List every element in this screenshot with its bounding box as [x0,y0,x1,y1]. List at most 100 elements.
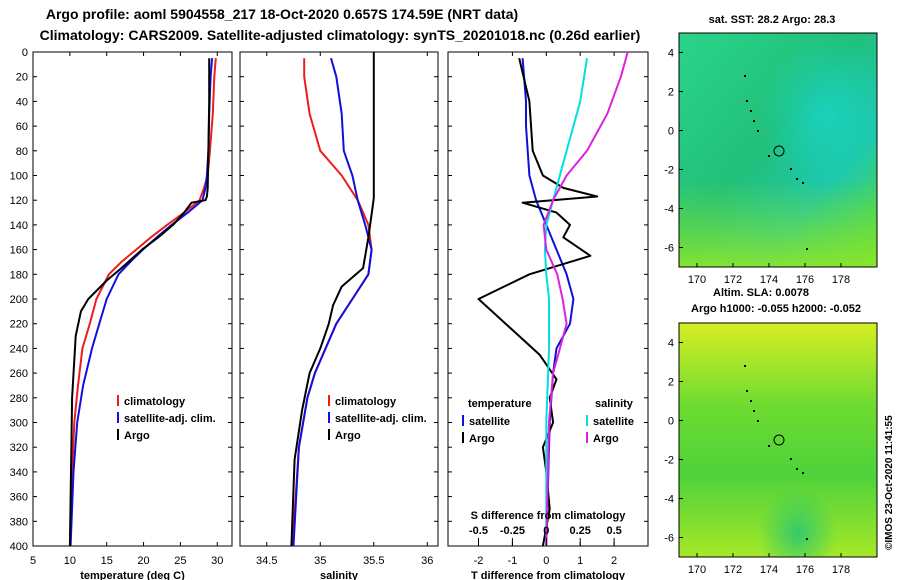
figure-title-line2: Climatology: CARS2009. Satellite-adjuste… [40,27,641,43]
sst-map-islands [744,75,808,250]
series-line-argo [68,58,211,547]
x-tick-label: 20 [137,555,149,567]
map-y-tick-label: 4 [668,48,674,60]
map-y-tick-label: 4 [668,338,674,350]
series-line-satellite-adj-clim- [69,58,214,547]
island-dot [806,248,808,250]
y-tick-label: 100 [10,171,28,183]
series-line-satellite-adj-clim- [292,57,373,547]
y-tick-label: 60 [16,121,28,133]
y-tick-label: 120 [10,195,28,207]
map-y-tick-label: 2 [668,377,674,389]
x-tick-label: -2 [474,555,484,567]
map-y-tick-label: -6 [664,533,674,545]
map-x-tick-label: 178 [832,564,850,576]
y-tick-label: 20 [16,72,28,84]
y-tick-label: 300 [10,418,28,430]
map-x-tick-label: 176 [796,274,814,286]
island-dot [768,445,770,447]
y-tick-label: 80 [16,146,28,158]
island-dot [796,468,798,470]
island-dot [744,365,746,367]
y-tick-label: 400 [10,541,28,553]
x-tick-label: 34.5 [256,555,277,567]
map-y-tick-label: -4 [664,204,674,216]
island-dot [746,390,748,392]
sla-map-islands [744,365,808,540]
series-line-s-satellite [543,58,588,546]
sla-map-subtitle: Argo h1000: -0.055 h2000: -0.052 [691,303,861,315]
y-tick-label: 0 [22,47,28,59]
legend-label: satellite [469,416,510,428]
map-x-tick-label: 174 [760,564,778,576]
legend-label: climatology [124,396,186,408]
island-dot [753,120,755,122]
s-axis-label: S difference from climatology [471,510,627,522]
x-tick-label: 0 [543,555,549,567]
island-dot [750,110,752,112]
x-tick-label: 35.5 [363,555,384,567]
y-tick-label: 40 [16,96,28,108]
sst-argo-marker [773,145,785,157]
map-x-tick-label: 172 [724,564,742,576]
x-tick-label: 36 [421,555,433,567]
map-x-tick-label: 170 [688,274,706,286]
map-x-tick-label: 172 [724,274,742,286]
map-y-tick-label: -4 [664,494,674,506]
x-tick-label: 5 [30,555,36,567]
sst-map-title: sat. SST: 28.2 Argo: 28.3 [709,14,836,26]
x-tick-label: -1 [508,555,518,567]
y-tick-label: 240 [10,343,28,355]
y-tick-label: 180 [10,269,28,281]
island-dot [802,472,804,474]
series-line-climatology [68,58,217,547]
difference-panel: -2 -1 0 1 2 T difference from climatology -0.5… [447,51,649,580]
island-dot [750,400,752,402]
sla-map-title: Altim. SLA: 0.0078 [713,287,809,299]
s-tick-label: 0.5 [606,525,621,537]
sst-map-frame [678,32,878,268]
map-y-tick-label: -6 [664,243,674,255]
series-line-s-argo [542,51,629,547]
series-line-argo [290,52,375,547]
island-dot [768,155,770,157]
legend-label: Argo [124,430,150,442]
s-tick-label: -0.5 [469,525,488,537]
x-tick-label: 10 [64,555,76,567]
legend-label: satellite-adj. clim. [335,413,427,425]
island-dot [744,75,746,77]
y-tick-label: 360 [10,492,28,504]
island-dot [796,178,798,180]
island-dot [753,410,755,412]
figure-title-line1: Argo profile: aoml 5904558_217 18-Oct-20… [46,6,518,22]
salinity-panel: 34.5 35 35.5 36 salinity climatology satellite… [239,51,439,580]
map-y-tick-label: 0 [668,126,674,138]
island-dot [746,100,748,102]
s-tick-label: 0 [543,525,549,537]
sla-map-frame [678,322,878,558]
map-y-tick-label: -2 [664,455,674,467]
temperature-frame [32,51,233,547]
x-tick-label: 35 [314,555,326,567]
map-y-tick-label: -2 [664,165,674,177]
map-x-tick-label: 174 [760,274,778,286]
legend-label: Argo [593,433,619,445]
island-dot [802,182,804,184]
map-y-tick-label: 2 [668,87,674,99]
map-y-tick-label: 0 [668,416,674,428]
y-tick-label: 200 [10,294,28,306]
y-tick-label: 340 [10,467,28,479]
temperature-panel: 0 20 40 60 80 100 120 140 160 180 200 220 240 260 280 3… [10,47,233,580]
sla-map-panel: Altim. SLA: 0.0078 Argo h1000: -0.055 h2… [664,287,878,576]
s-tick-label: -0.25 [500,525,525,537]
y-tick-label: 260 [10,368,28,380]
salinity-xlabel: salinity [320,570,359,580]
sla-map-low-region [679,323,877,557]
island-dot [806,538,808,540]
legend-label: satellite-adj. clim. [124,413,216,425]
y-tick-label: 280 [10,393,28,405]
island-dot [757,130,759,132]
imos-credit: ©IMOS 23-Oct-2020 11:41:55 [884,415,895,550]
y-tick-label: 220 [10,319,28,331]
